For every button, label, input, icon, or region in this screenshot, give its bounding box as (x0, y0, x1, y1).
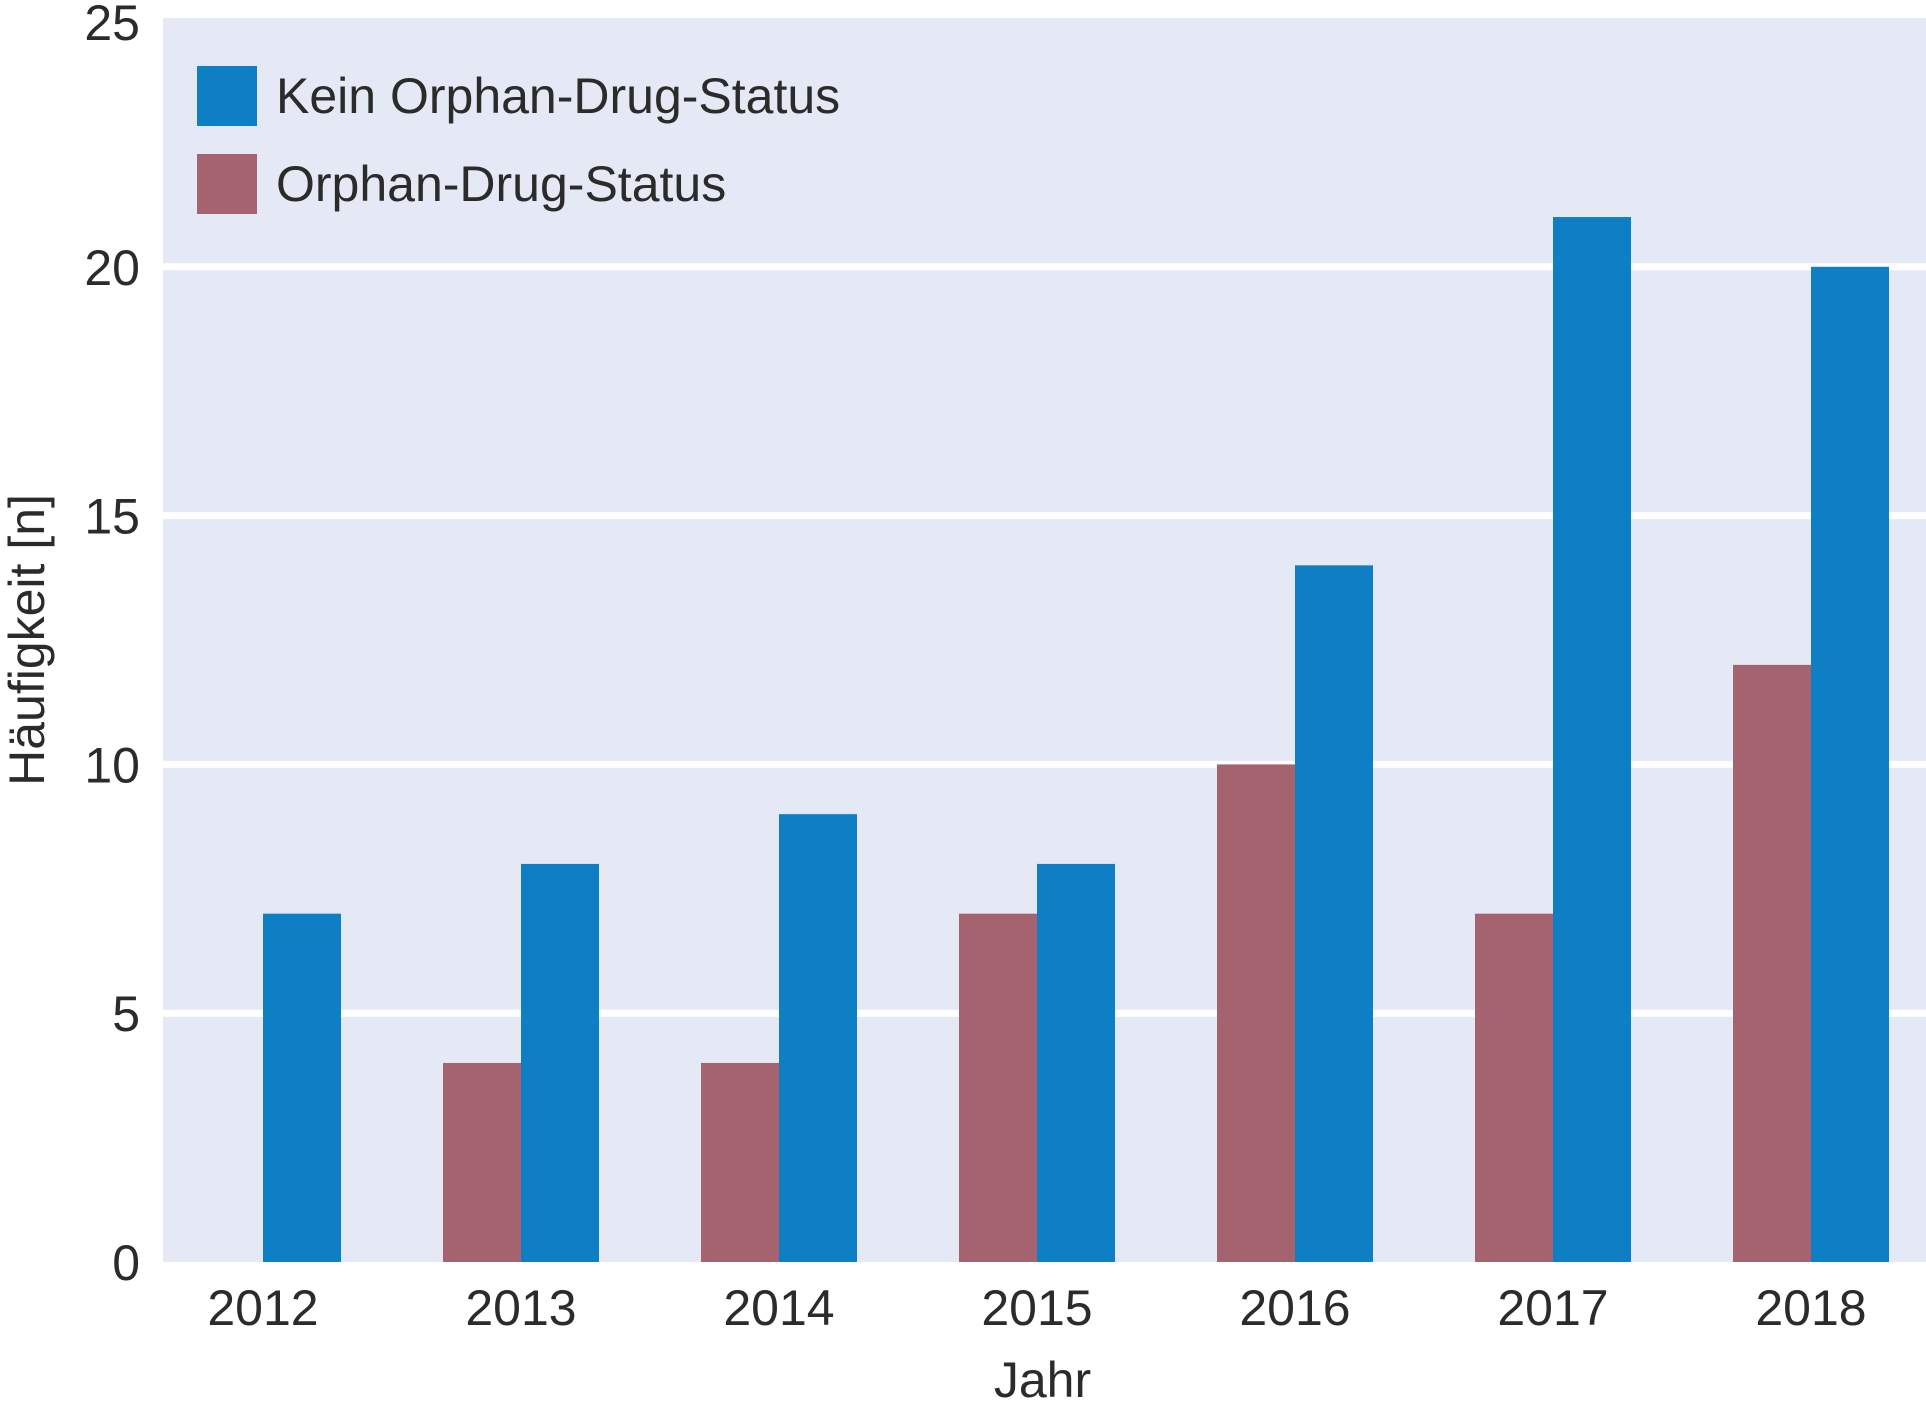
bar-orphan-2017 (1475, 913, 1553, 1262)
bar-orphan-2018 (1733, 664, 1811, 1262)
x-tick-label: 2012 (207, 1280, 318, 1336)
bar-kein-orphan-2015 (1037, 863, 1115, 1262)
bar-kein-orphan-2018 (1811, 266, 1889, 1262)
legend: Kein Orphan-Drug-Status Orphan-Drug-Statu… (197, 66, 840, 214)
legend-swatch (197, 154, 257, 214)
legend-label: Kein Orphan-Drug-Status (276, 68, 840, 124)
x-tick-label: 2015 (981, 1280, 1092, 1336)
y-tick-label: 10 (84, 737, 140, 793)
x-tick-label: 2013 (465, 1280, 576, 1336)
grid-lines (163, 263, 1926, 1017)
bar-orphan-2013 (443, 1062, 521, 1262)
y-tick-label: 5 (112, 986, 140, 1042)
bar-orphan-2014 (701, 1062, 779, 1262)
bar-kein-orphan-2012 (263, 913, 341, 1262)
bar-kein-orphan-2013 (521, 863, 599, 1262)
y-tick-label: 20 (84, 240, 140, 296)
x-axis-title: Jahr (994, 1352, 1091, 1407)
y-tick-label: 15 (84, 489, 140, 545)
x-tick-label: 2014 (723, 1280, 834, 1336)
x-tick-label: 2018 (1755, 1280, 1866, 1336)
bar-kein-orphan-2014 (779, 814, 857, 1262)
x-tick-label: 2016 (1239, 1280, 1350, 1336)
legend-swatch (197, 66, 257, 126)
y-tick-label: 25 (84, 0, 140, 51)
bars (263, 217, 1889, 1262)
x-axis-ticks: 2012 2013 2014 2015 2016 2017 2018 (207, 1280, 1866, 1336)
x-tick-label: 2017 (1497, 1280, 1608, 1336)
bar-kein-orphan-2017 (1553, 217, 1631, 1262)
bar-orphan-2016 (1217, 764, 1295, 1262)
legend-label: Orphan-Drug-Status (276, 156, 726, 212)
y-tick-label: 0 (112, 1235, 140, 1291)
y-axis-title: Häufigkeit [n] (0, 494, 55, 786)
bar-orphan-2015 (959, 913, 1037, 1262)
y-axis-ticks: 0 5 10 15 20 25 (84, 0, 140, 1291)
bar-kein-orphan-2016 (1295, 565, 1373, 1262)
